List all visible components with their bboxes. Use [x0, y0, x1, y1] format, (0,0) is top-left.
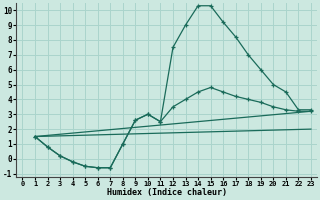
X-axis label: Humidex (Indice chaleur): Humidex (Indice chaleur) [107, 188, 227, 197]
